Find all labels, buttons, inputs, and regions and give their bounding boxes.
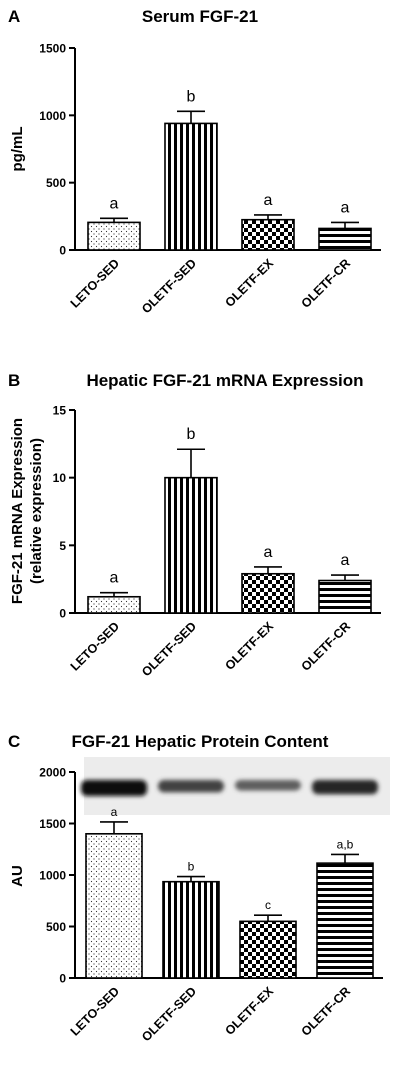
y-tick-label: 1500: [39, 817, 66, 831]
x-tick-label: OLETF-CR: [299, 619, 354, 674]
x-tick-label: LETO-SED: [68, 984, 122, 1038]
bar-oletf-sed: [164, 122, 218, 251]
bar-oletf-sed: [164, 476, 218, 614]
bar-leto-sed: [87, 221, 141, 251]
y-axis-label: AU: [9, 865, 26, 887]
significance-label: a: [111, 805, 118, 819]
chart-title: Serum FGF-21: [142, 7, 258, 26]
x-tick-label: OLETF-EX: [223, 256, 277, 310]
bar-oletf-cr: [318, 579, 372, 614]
x-tick-label: LETO-SED: [68, 256, 122, 310]
x-tick-label: OLETF-SED: [139, 984, 199, 1044]
y-tick-label: 0: [59, 972, 66, 986]
blot-band: [235, 780, 301, 791]
blot-band: [312, 780, 378, 795]
x-tick-label: OLETF-CR: [299, 984, 354, 1039]
y-tick-label: 500: [46, 920, 66, 934]
panel-letter: C: [8, 732, 20, 751]
significance-label: b: [187, 426, 196, 443]
significance-label: a: [264, 192, 273, 209]
y-axis-label: FGF-21 mRNA Expression: [9, 418, 26, 604]
y-tick-label: 0: [59, 607, 66, 621]
chart-panel-c: C FGF-21 Hepatic Protein Content 0 500 1000 1…: [8, 732, 390, 1044]
blot-band: [158, 780, 224, 793]
x-tick-label: OLETF-EX: [223, 619, 277, 673]
significance-label: b: [188, 860, 195, 874]
significance-label: a: [110, 195, 119, 212]
panel-letter: A: [8, 7, 20, 26]
y-tick-label: 2000: [39, 766, 66, 780]
chart-title: FGF-21 Hepatic Protein Content: [72, 732, 329, 751]
significance-label: c: [265, 898, 271, 912]
y-tick-label: 1500: [39, 42, 66, 56]
y-tick-label: 1000: [39, 109, 66, 123]
chart-panel-a: A Serum FGF-21 0 500 1000 1500 pg/mL a LETO-SED b…: [8, 7, 381, 316]
chart-title: Hepatic FGF-21 mRNA Expression: [86, 371, 363, 390]
x-tick-label: OLETF-EX: [223, 984, 277, 1038]
bar-leto-sed: [85, 832, 143, 979]
significance-label: a: [264, 544, 273, 561]
y-tick-label: 5: [59, 539, 66, 553]
bar-oletf-ex: [241, 572, 295, 614]
blot-band: [81, 780, 147, 796]
y-tick-label: 15: [53, 404, 67, 418]
bar-oletf-sed: [162, 880, 220, 979]
x-tick-label: OLETF-SED: [139, 619, 199, 679]
x-tick-label: OLETF-CR: [299, 256, 354, 311]
western-blot-image: [81, 757, 390, 815]
significance-label: a: [341, 199, 350, 216]
y-tick-label: 0: [59, 244, 66, 258]
bar-oletf-cr: [318, 227, 372, 251]
bar-oletf-ex: [239, 920, 297, 979]
y-tick-label: 1000: [39, 869, 66, 883]
panel-letter: B: [8, 371, 20, 390]
significance-label: b: [187, 88, 196, 105]
bar-leto-sed: [87, 595, 141, 614]
bar-oletf-ex: [241, 218, 295, 251]
y-tick-label: 500: [46, 176, 66, 190]
chart-panel-b: B Hepatic FGF-21 mRNA Expression 0 5 10 15 FGF…: [8, 371, 381, 679]
significance-label: a: [110, 570, 119, 587]
x-tick-label: OLETF-SED: [139, 256, 199, 316]
x-tick-label: LETO-SED: [68, 619, 122, 673]
y-tick-label: 10: [53, 471, 67, 485]
bar-oletf-cr: [316, 862, 374, 979]
significance-label: a,b: [337, 837, 354, 851]
significance-label: a: [341, 552, 350, 569]
y-axis-label: pg/mL: [9, 127, 26, 172]
y-axis-label-secondary: (relative expression): [28, 438, 45, 584]
